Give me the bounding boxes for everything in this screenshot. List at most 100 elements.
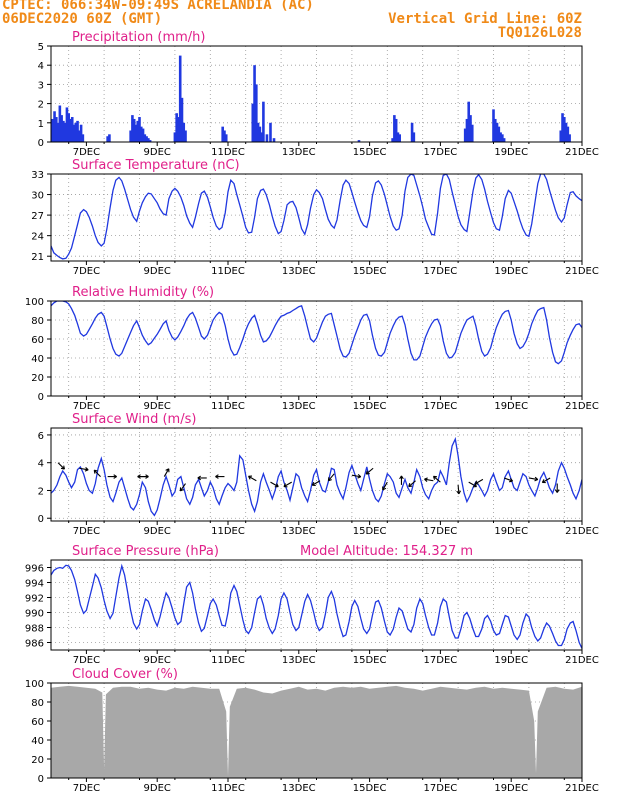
precip-bar [131, 115, 134, 142]
precip-bar [56, 122, 60, 142]
y-tick-label: 4 [38, 459, 44, 470]
x-tick-label: 7DEC [73, 526, 100, 537]
wind-series-line [51, 436, 582, 517]
precip-bar [410, 122, 414, 142]
precip-bar [78, 130, 81, 142]
x-tick-label: 13DEC [282, 783, 316, 794]
precip-bar [76, 120, 79, 142]
wind-arrow [424, 477, 434, 482]
y-tick-label: 2 [38, 486, 44, 497]
x-tick-label: 15DEC [353, 526, 387, 537]
x-tick-label: 19DEC [494, 655, 528, 666]
wind-arrow [283, 481, 292, 488]
precip-bar [139, 126, 143, 142]
precip-bar [497, 126, 501, 142]
wind-arrow [474, 478, 484, 485]
y-tick-label: 6 [38, 431, 44, 442]
model-altitude-label: Model Altitude: 154.327 m [300, 544, 473, 559]
x-tick-label: 19DEC [494, 147, 528, 158]
precip-bar [173, 132, 177, 142]
x-tick-label: 11DEC [211, 655, 245, 666]
x-tick-label: 15DEC [353, 401, 387, 412]
x-tick-label: 7DEC [73, 783, 100, 794]
humidity-panel: 0 20 40 60 80 100 7DEC 9DEC 11DEC 13DEC 15DEC 17DEC… [25, 285, 599, 412]
header-location: CPTEC: 066:34W-09:49S ACRELANDIA (AC) [2, 0, 314, 13]
precip-bar [62, 120, 65, 142]
y-tick-label: 4 [38, 61, 44, 72]
precip-bar [106, 136, 109, 142]
x-tick-label: 7DEC [73, 401, 100, 412]
precip-bar [221, 126, 224, 142]
y-tick-label: 24 [31, 232, 44, 243]
precip-bar [132, 118, 136, 142]
x-tick-label: 15DEC [353, 266, 387, 277]
precip-bar [223, 130, 226, 142]
x-tick-label: 11DEC [211, 401, 245, 412]
precip-bar [260, 132, 263, 142]
precip-bar [79, 124, 83, 142]
y-tick-label: 100 [25, 297, 44, 308]
precip-bar [58, 105, 62, 142]
y-tick-label: 33 [31, 170, 44, 181]
x-tick-label: 15DEC [353, 783, 387, 794]
y-tick-label: 30 [31, 191, 44, 202]
precip-bar [175, 113, 178, 142]
precip-bar [69, 118, 72, 142]
precip-bar [563, 117, 566, 142]
x-tick-label: 9DEC [144, 401, 171, 412]
precip-bar [398, 134, 401, 142]
y-tick-label: 40 [31, 736, 44, 747]
x-tick-label: 9DEC [144, 266, 171, 277]
precip-bar [148, 140, 152, 142]
precip-bar [138, 117, 141, 142]
wind-arrow [503, 477, 514, 483]
precip-bar [65, 107, 69, 142]
pressure-series-line [51, 563, 582, 649]
x-tick-label: 21DEC [565, 783, 599, 794]
wind-arrow [93, 469, 101, 477]
precip-bar [393, 115, 396, 142]
precip-bar [184, 130, 187, 142]
wind-arrow [351, 473, 362, 479]
precip-bar [145, 136, 148, 142]
y-tick-label: 986 [25, 639, 44, 650]
humidity-series-line [51, 301, 582, 365]
precip-bar [265, 134, 269, 142]
x-tick-label: 19DEC [494, 783, 528, 794]
wind-arrow [79, 467, 89, 472]
wind-arrow [382, 481, 388, 491]
precip-bar [467, 101, 471, 142]
wind-arrow [163, 468, 170, 477]
wind-arrow [197, 475, 207, 481]
wind-arrow [215, 474, 225, 479]
y-tick-label: 0 [38, 392, 44, 403]
x-tick-label: 15DEC [353, 655, 387, 666]
humidity-title: Relative Humidity (%) [72, 285, 214, 300]
precip-bar [224, 134, 228, 142]
x-tick-label: 13DEC [282, 266, 316, 277]
precip-bar [256, 122, 260, 142]
y-tick-label: 20 [31, 755, 44, 766]
precip-bar [495, 122, 499, 142]
precip-bar [272, 138, 276, 142]
wind-arrow [528, 476, 539, 482]
x-tick-label: 9DEC [144, 655, 171, 666]
x-tick-label: 19DEC [494, 266, 528, 277]
wind-title: Surface Wind (m/s) [72, 412, 196, 427]
precip-bar [269, 122, 272, 142]
x-tick-label: 9DEC [144, 526, 171, 537]
precip-bar [70, 117, 74, 142]
precip-bar [129, 130, 132, 142]
y-tick-label: 994 [25, 579, 44, 590]
precip-bar [559, 130, 563, 142]
precip-bar [568, 134, 571, 142]
precip-bar [502, 138, 506, 142]
precip-bar [108, 134, 111, 142]
pressure-panel: 986 988 990 992 994 996 7DEC 9DEC 11DEC 13DEC 15DE… [25, 544, 599, 666]
y-tick-label: 80 [31, 698, 44, 709]
x-tick-label: 17DEC [424, 401, 458, 412]
y-tick-label: 20 [31, 373, 44, 384]
precip-bar [561, 113, 564, 142]
y-tick-label: 992 [25, 594, 44, 605]
